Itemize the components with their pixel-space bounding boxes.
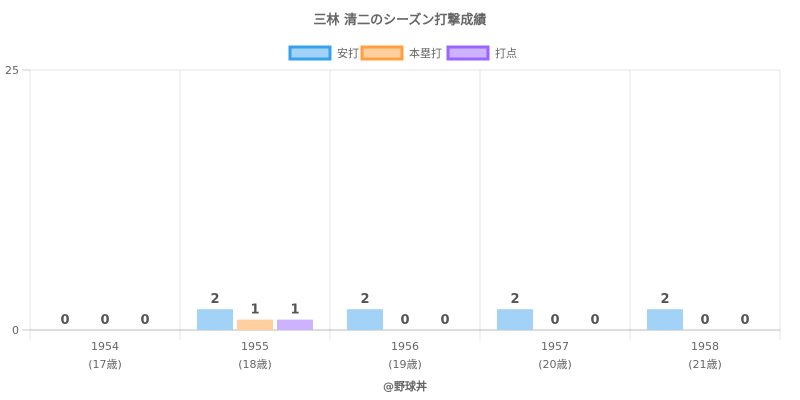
data-label: 0: [100, 313, 109, 328]
x-tick-label: 1956: [391, 340, 419, 353]
data-label: 0: [700, 313, 709, 328]
legend: 安打 本塁打 打点: [288, 45, 517, 61]
data-label: 0: [590, 313, 599, 328]
legend-label: 打点: [495, 46, 517, 60]
x-axis: 1954 (17歳) 1955 (18歳) 1956 (19歳) 1957 (20歳) 1958…: [30, 329, 780, 371]
data-label: 2: [360, 292, 369, 307]
bar: [347, 309, 383, 330]
grid: [29, 69, 781, 340]
data-label: 0: [400, 313, 409, 328]
x-tick-sublabel: (21歳): [688, 358, 722, 371]
bars: [197, 309, 683, 330]
data-label: 2: [660, 292, 669, 307]
x-tick-label: 1958: [691, 340, 719, 353]
bar: [197, 309, 233, 330]
bar: [277, 319, 313, 330]
credit-text: @野球丼: [383, 379, 427, 393]
legend-swatch: [446, 45, 490, 61]
x-tick-sublabel: (17歳): [88, 358, 122, 371]
legend-swatch: [360, 45, 404, 61]
data-label: 2: [210, 292, 219, 307]
x-tick-label: 1954: [91, 340, 119, 353]
x-tick-sublabel: (20歳): [538, 358, 572, 371]
bar: [497, 309, 533, 330]
legend-label: 安打: [337, 46, 359, 60]
x-tick-sublabel: (19歳): [388, 358, 422, 371]
data-label: 0: [440, 313, 449, 328]
bar: [237, 319, 273, 330]
y-tick-label: 25: [5, 64, 19, 77]
data-label: 0: [550, 313, 559, 328]
data-label: 1: [290, 303, 299, 318]
chart-title: 三林 清二のシーズン打撃成績: [314, 12, 487, 28]
data-label: 0: [140, 313, 149, 328]
x-tick-sublabel: (18歳): [238, 358, 272, 371]
legend-label: 本塁打: [409, 46, 442, 60]
data-label: 0: [740, 313, 749, 328]
y-axis: 0 25: [5, 64, 30, 337]
data-label: 0: [60, 313, 69, 328]
data-labels: 0 0 0 2 1 1 2 0 0 2 0 0 2 0 0: [60, 292, 749, 328]
x-tick-label: 1957: [541, 340, 569, 353]
legend-swatch: [288, 45, 332, 61]
data-label: 1: [250, 303, 259, 318]
data-label: 2: [510, 292, 519, 307]
x-tick-label: 1955: [241, 340, 269, 353]
bar: [647, 309, 683, 330]
y-tick-label: 0: [12, 324, 19, 337]
